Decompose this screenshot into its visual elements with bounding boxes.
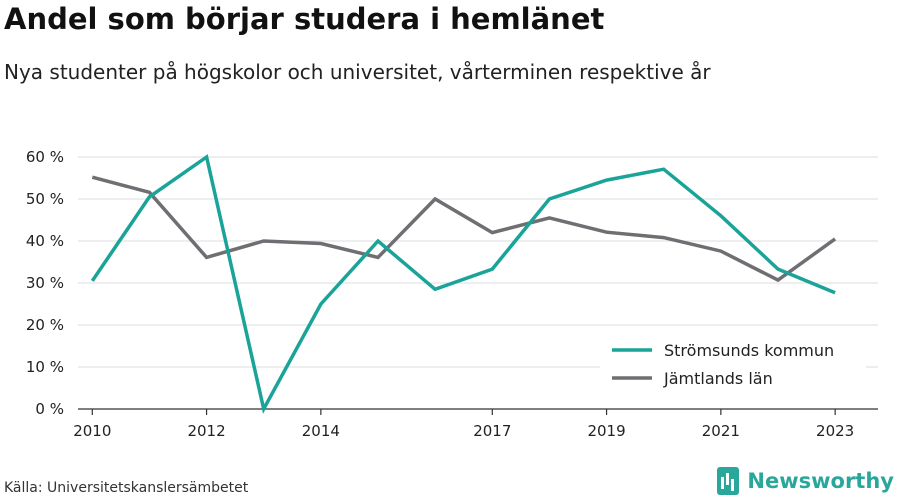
series-lines xyxy=(90,154,837,414)
x-tick-label: 2021 xyxy=(702,422,740,440)
source-note: Källa: Universitetskanslersämbetet xyxy=(4,480,249,496)
chart-subtitle: Nya studenter på högskolor och universit… xyxy=(4,60,711,84)
x-tick-label: 2014 xyxy=(302,422,340,440)
gridlines xyxy=(78,156,878,368)
series-line-2 xyxy=(91,175,837,283)
y-tick-label: 50 % xyxy=(26,190,64,208)
x-axis xyxy=(78,408,878,415)
bar-chart-icon xyxy=(717,467,740,495)
brand-name: Newsworthy xyxy=(747,469,894,493)
x-tick-label: 2019 xyxy=(587,422,625,440)
series-line-1 xyxy=(90,154,836,414)
y-tick-label: 40 % xyxy=(26,232,64,250)
y-tick-label: 60 % xyxy=(26,148,64,166)
x-tick-label: 2010 xyxy=(73,422,111,440)
legend-label: Jämtlands län xyxy=(663,369,773,388)
y-axis: 0 % 10 % 20 % 30 % 40 % 50 % 60 % xyxy=(26,148,64,418)
x-tick-labels: 2010 2012 2014 2017 2019 2021 2023 xyxy=(73,422,854,440)
x-tick-label: 2017 xyxy=(473,422,511,440)
legend: Strömsunds kommun Jämtlands län xyxy=(600,333,866,399)
y-tick-label: 30 % xyxy=(26,274,64,292)
line-chart: 0 % 10 % 20 % 30 % 40 % 50 % 60 % 2010 2012 2014… xyxy=(26,148,878,440)
x-tick-label: 2023 xyxy=(816,422,854,440)
chart-title: Andel som börjar studera i hemlänet xyxy=(4,2,605,36)
x-tick-label: 2012 xyxy=(187,422,225,440)
y-tick-label: 20 % xyxy=(26,316,64,334)
y-tick-label: 10 % xyxy=(26,358,64,376)
legend-label: Strömsunds kommun xyxy=(664,341,834,360)
brand-logo: Newsworthy xyxy=(717,467,894,495)
y-tick-label: 0 % xyxy=(35,400,64,418)
legend-background xyxy=(600,333,866,399)
